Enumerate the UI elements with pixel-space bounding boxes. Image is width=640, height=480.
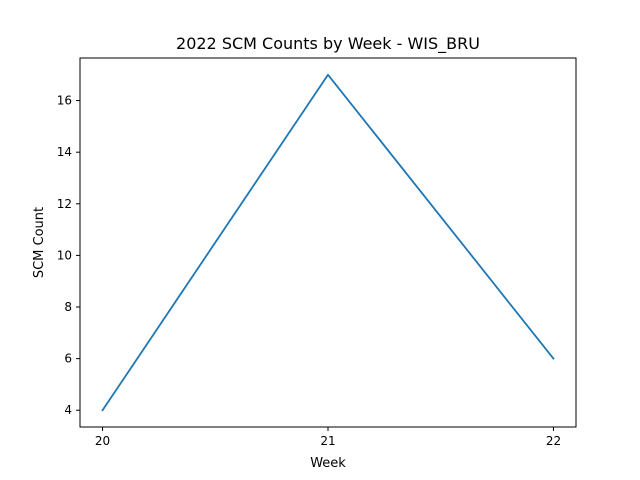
- y-tick-label: 16: [57, 94, 72, 108]
- y-tick-label: 6: [64, 352, 72, 366]
- y-tick-label: 8: [64, 300, 72, 314]
- ticks-group: 20 21 22 4 6 8 10 12 14 16: [57, 94, 561, 448]
- y-tick-label: 14: [57, 145, 72, 159]
- series-group: [101, 73, 555, 412]
- y-tick-label: 12: [57, 197, 72, 211]
- x-tick-label: 20: [95, 434, 110, 448]
- axes-frame: [79, 57, 577, 428]
- plot-area: [80, 58, 576, 427]
- y-tick-label: 10: [57, 248, 72, 262]
- x-axis-label: Week: [310, 456, 346, 471]
- x-tick-label: 22: [546, 434, 561, 448]
- series-line: [101, 73, 555, 412]
- x-tick-label: 21: [320, 434, 335, 448]
- chart-title: 2022 SCM Counts by Week - WIS_BRU: [176, 34, 480, 54]
- y-axis-label: SCM Count: [32, 207, 47, 278]
- y-tick-label: 4: [64, 403, 72, 417]
